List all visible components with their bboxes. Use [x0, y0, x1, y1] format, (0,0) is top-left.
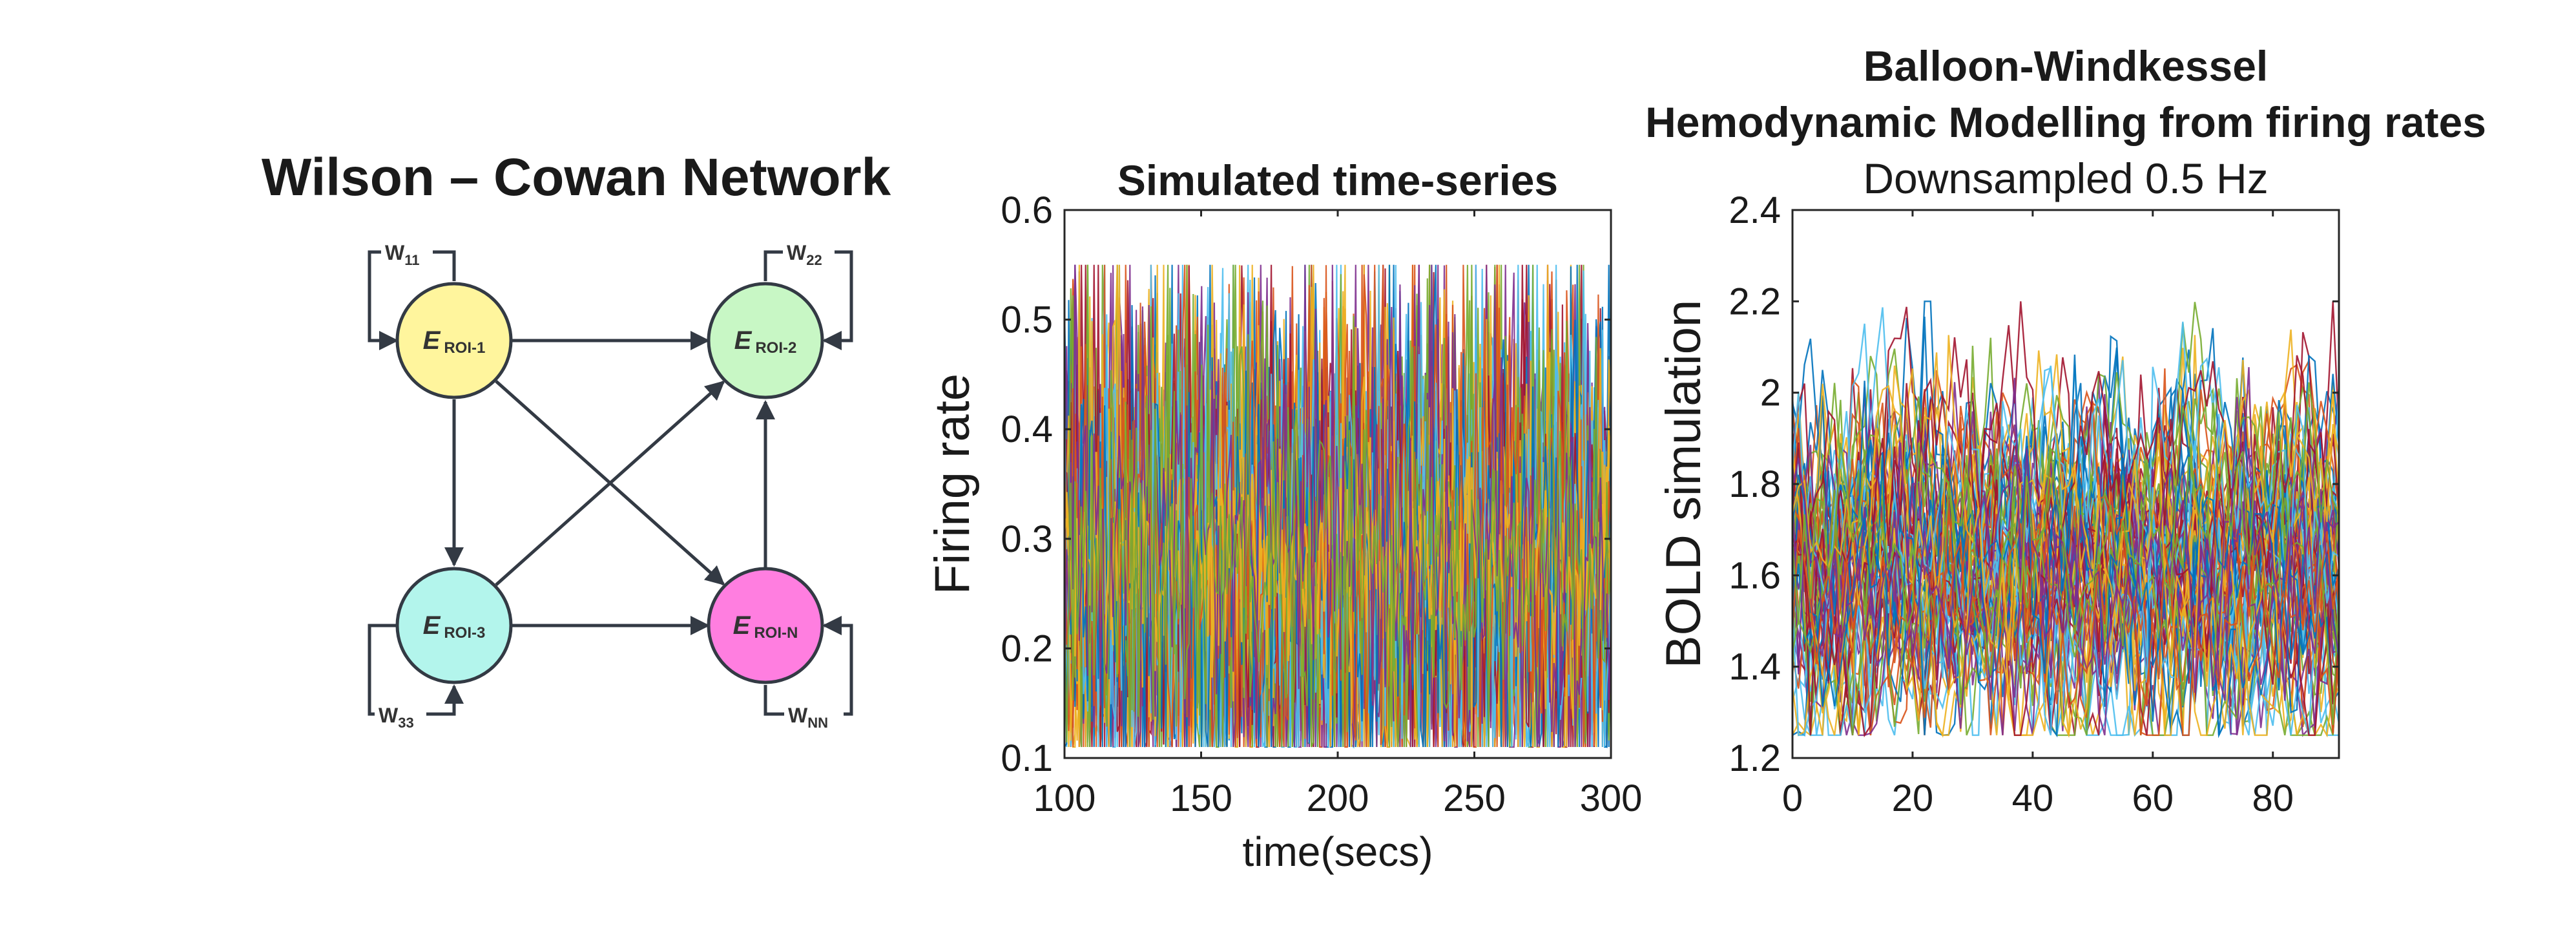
chart2-series-line: [1792, 307, 2339, 657]
x-tick-label: 40: [2012, 777, 2054, 819]
y-tick-label: 2.2: [1729, 280, 1781, 322]
weight-labels: W11 W22 W33 WNN: [375, 237, 844, 731]
y-tick-label: 0.6: [1001, 189, 1053, 231]
chart2-title-line2: Hemodynamic Modelling from firing rates: [1645, 98, 2486, 146]
chart2-ylabel: BOLD simulation: [1656, 300, 1711, 668]
chart2-series-line: [1792, 394, 2339, 701]
x-tick-label: 200: [1307, 777, 1369, 819]
network-edges: [444, 331, 775, 635]
chart1-ylabel: Firing rate: [925, 374, 980, 595]
edge-3-to-2: [495, 381, 725, 586]
y-tick-label: 0.3: [1001, 518, 1053, 560]
x-tick-label: 60: [2132, 777, 2174, 819]
x-tick-label: 250: [1443, 777, 1506, 819]
weight-label-w11: W11: [385, 241, 419, 268]
chart2-ticks: 0 20 40 60 80 1.2 1.4 1.6 1.8 2 2.2 2.4: [1729, 189, 2339, 819]
node-roi-3: E ROI-3: [395, 567, 513, 684]
chart1-series-group: [1065, 264, 1611, 749]
y-tick-label: 0.4: [1001, 408, 1053, 450]
self-loop-3: [368, 624, 464, 716]
self-loop-4: [763, 616, 853, 716]
node-roi-1: E ROI-1: [395, 282, 513, 399]
chart-firing-rate: Simulated time-series 100 150 200 250 300 0.1…: [925, 156, 1642, 875]
chart2-series-line: [1792, 491, 2339, 736]
y-tick-label: 0.5: [1001, 299, 1053, 341]
x-tick-label: 100: [1034, 777, 1096, 819]
chart2-series-group: [1792, 300, 2339, 739]
chart1-series-line: [1065, 324, 1611, 748]
chart-bold: Balloon-Windkessel Hemodynamic Modelling…: [1645, 42, 2486, 819]
x-tick-label: 0: [1782, 777, 1803, 819]
chart1-title: Simulated time-series: [1117, 156, 1558, 204]
node-roi-2: E ROI-2: [707, 282, 824, 399]
wilson-cowan-diagram: Wilson – Cowan Network W11 W22 W33: [262, 148, 891, 731]
self-loop-2: [763, 250, 853, 350]
diagram-title: Wilson – Cowan Network: [262, 148, 891, 207]
chart2-series-line: [1792, 390, 2339, 738]
chart2-subtitle: Downsampled 0.5 Hz: [1863, 154, 2268, 202]
chart2-series-line: [1792, 382, 2339, 676]
y-tick-label: 0.2: [1001, 627, 1053, 669]
y-tick-label: 1.2: [1729, 737, 1781, 779]
x-tick-label: 150: [1170, 777, 1232, 819]
node-roi-n: E ROI-N: [707, 567, 824, 684]
y-tick-label: 1.4: [1729, 646, 1781, 688]
chart1-ticks: 100 150 200 250 300 0.1 0.2 0.3 0.4 0.5 0.6: [1001, 189, 1642, 819]
chart1-series-line: [1065, 421, 1611, 668]
x-tick-label: 80: [2252, 777, 2294, 819]
chart2-series-line: [1792, 514, 2339, 738]
weight-label-w33: W33: [379, 704, 414, 731]
self-loop-1: [368, 250, 456, 350]
x-tick-label: 20: [1892, 777, 1934, 819]
chart2-title: Balloon-Windkessel: [1864, 42, 2269, 90]
x-tick-label: 300: [1580, 777, 1643, 819]
chart1-xlabel: time(secs): [1242, 828, 1433, 875]
y-tick-label: 2: [1760, 372, 1781, 414]
y-tick-label: 1.8: [1729, 463, 1781, 505]
y-tick-label: 1.6: [1729, 554, 1781, 596]
y-tick-label: 0.1: [1001, 737, 1053, 779]
self-loops: [368, 250, 853, 716]
y-tick-label: 2.4: [1729, 189, 1781, 231]
weight-label-w22: W22: [787, 241, 822, 268]
weight-label-wnn: WNN: [788, 704, 828, 731]
